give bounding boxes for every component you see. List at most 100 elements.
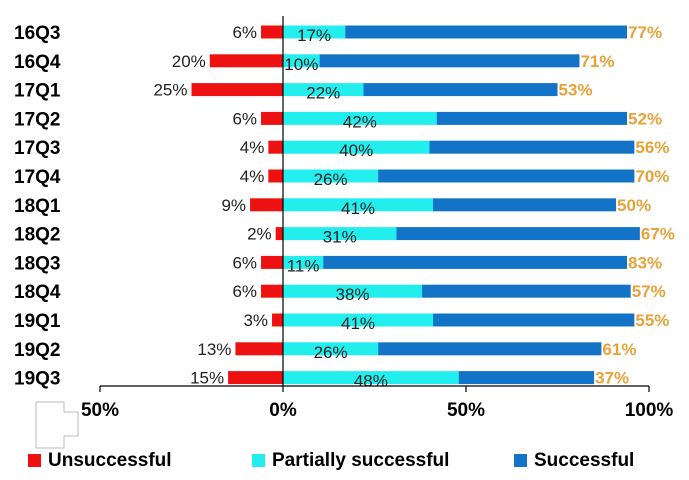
label-unsuccessful: 25%	[153, 81, 187, 100]
label-partially-successful: 17%	[297, 26, 331, 45]
category-label: 17Q4	[14, 167, 61, 188]
label-unsuccessful: 6%	[232, 23, 257, 42]
bar-partially-successful	[283, 198, 434, 212]
label-partially-successful: 38%	[336, 285, 370, 304]
bar-partially-successful	[283, 371, 459, 385]
legend-swatch	[252, 454, 265, 467]
label-successful: 57%	[632, 282, 666, 301]
bar-partially-successful	[283, 140, 430, 154]
label-successful: 77%	[628, 23, 662, 42]
label-successful: 67%	[641, 225, 675, 244]
bar-unsuccessful	[268, 169, 283, 183]
bar-unsuccessful	[228, 371, 283, 385]
category-label: 17Q1	[14, 81, 61, 102]
bar-unsuccessful	[250, 198, 283, 212]
label-successful: 61%	[602, 340, 636, 359]
category-label: 18Q2	[14, 225, 60, 246]
bar-successful	[433, 198, 617, 212]
category-label: 18Q1	[14, 196, 61, 217]
bar-successful	[458, 371, 595, 385]
category-label: 18Q4	[14, 282, 61, 303]
bars-layer	[191, 25, 640, 385]
label-successful: 53%	[559, 81, 593, 100]
label-unsuccessful: 4%	[240, 167, 265, 186]
bar-unsuccessful	[235, 342, 283, 356]
label-unsuccessful: 20%	[172, 52, 206, 71]
bar-successful	[323, 255, 628, 269]
label-unsuccessful: 2%	[247, 225, 272, 244]
label-partially-successful: 26%	[314, 170, 348, 189]
bar-unsuccessful	[275, 227, 283, 241]
label-unsuccessful: 6%	[232, 253, 257, 272]
label-unsuccessful: 3%	[243, 311, 268, 330]
label-unsuccessful: 15%	[190, 369, 224, 388]
bar-successful	[345, 25, 628, 39]
legend: Unsuccessful Partially successful Successf…	[28, 450, 634, 471]
bar-unsuccessful	[261, 111, 283, 125]
bar-successful	[319, 54, 580, 68]
bar-partially-successful	[283, 313, 434, 327]
label-partially-successful: 40%	[339, 141, 373, 160]
x-tick-label: 100%	[625, 400, 674, 421]
bar-successful	[396, 227, 640, 241]
category-label: 18Q3	[14, 253, 60, 274]
decorative-bracket	[35, 401, 79, 449]
bar-unsuccessful	[209, 54, 283, 68]
x-tick-label: 0%	[269, 400, 297, 421]
bar-successful	[378, 169, 635, 183]
bar-unsuccessful	[272, 313, 283, 327]
label-successful: 50%	[617, 196, 651, 215]
x-axis: 50% 0% 50% 100%	[35, 16, 674, 449]
label-successful: 71%	[580, 52, 614, 71]
bar-partially-successful	[283, 25, 346, 39]
legend-label: Partially successful	[272, 450, 449, 471]
bar-partially-successful	[283, 255, 324, 269]
x-tick-label: 50%	[81, 400, 119, 421]
bar-successful	[436, 111, 628, 125]
label-successful: 70%	[635, 167, 669, 186]
bar-unsuccessful	[191, 83, 283, 97]
label-successful: 37%	[595, 369, 629, 388]
label-unsuccessful: 13%	[197, 340, 231, 359]
bar-successful	[378, 342, 602, 356]
bar-unsuccessful	[261, 255, 283, 269]
label-partially-successful: 31%	[323, 228, 357, 247]
bar-unsuccessful	[261, 284, 283, 298]
bar-partially-successful	[283, 54, 320, 68]
bar-partially-successful	[283, 227, 397, 241]
bar-partially-successful	[283, 169, 379, 183]
bar-unsuccessful	[268, 140, 283, 154]
bar-successful	[429, 140, 635, 154]
label-unsuccessful: 9%	[221, 196, 246, 215]
label-partially-successful: 48%	[354, 372, 388, 391]
label-partially-successful: 42%	[343, 112, 377, 131]
bar-partially-successful	[283, 284, 423, 298]
label-unsuccessful: 6%	[232, 282, 257, 301]
labels-layer: 16Q3 6% 17% 77% 16Q4 20% 10% 71% 17Q1 25% 22% 53% 17…	[14, 23, 675, 391]
label-successful: 52%	[628, 109, 662, 128]
category-label: 16Q4	[14, 52, 61, 73]
bar-successful	[433, 313, 635, 327]
bar-partially-successful	[283, 111, 437, 125]
label-partially-successful: 22%	[306, 84, 340, 103]
category-label: 17Q2	[14, 109, 60, 130]
label-partially-successful: 11%	[287, 256, 320, 275]
label-successful: 55%	[635, 311, 669, 330]
label-partially-successful: 26%	[314, 343, 348, 362]
label-partially-successful: 10%	[284, 55, 318, 74]
category-label: 19Q1	[14, 311, 61, 332]
legend-swatch	[514, 454, 527, 467]
category-label: 16Q3	[14, 23, 60, 44]
bar-partially-successful	[283, 83, 364, 97]
legend-label: Unsuccessful	[48, 450, 172, 471]
bar-unsuccessful	[261, 25, 283, 39]
x-tick-label: 50%	[447, 400, 485, 421]
label-unsuccessful: 4%	[240, 138, 265, 157]
label-partially-successful: 41%	[341, 314, 375, 333]
bar-successful	[363, 83, 558, 97]
category-label: 19Q2	[14, 340, 60, 361]
category-label: 17Q3	[14, 138, 60, 159]
label-successful: 56%	[635, 138, 669, 157]
category-label: 19Q3	[14, 369, 60, 390]
label-unsuccessful: 6%	[232, 109, 257, 128]
